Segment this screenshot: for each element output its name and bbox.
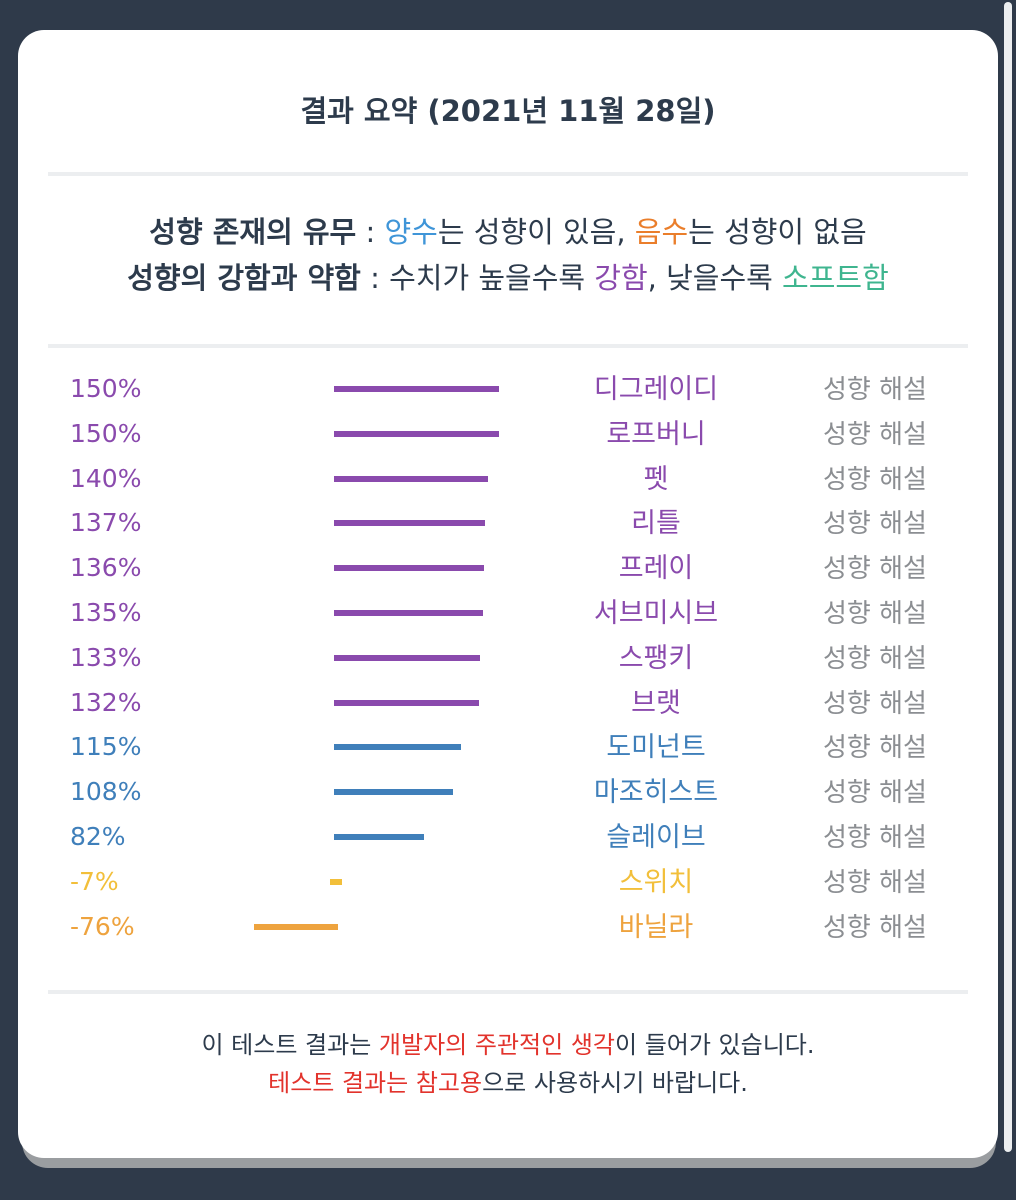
value-bar bbox=[334, 789, 453, 796]
percent-label: 132% bbox=[70, 687, 142, 717]
legend-existence: 성향 존재의 유무 : 양수는 성향이 있음, 음수는 성향이 없음 bbox=[18, 210, 998, 254]
trait-name: 프레이 bbox=[618, 553, 694, 585]
trait-explain-link[interactable]: 성향 해설 bbox=[823, 599, 927, 629]
result-row: 150% 디그레이디 성향 해설 bbox=[18, 372, 998, 412]
trait-explain-link[interactable]: 성향 해설 bbox=[823, 509, 927, 540]
trait-explain-link[interactable]: 성향 해설 bbox=[823, 643, 927, 674]
percent-label: 108% bbox=[70, 777, 142, 807]
trait-explain-link[interactable]: 성향 해설 bbox=[823, 554, 927, 585]
value-bar bbox=[334, 475, 488, 482]
result-row: 150% 로프버니 성향 해설 bbox=[18, 417, 998, 457]
value-bar bbox=[334, 430, 499, 437]
footer-highlight-b: 테스트 결과는 참고용 bbox=[268, 1069, 483, 1097]
trait-explain-link[interactable]: 성향 해설 bbox=[823, 823, 927, 853]
legend-strength-heading: 성향의 강함과 약함 bbox=[127, 261, 361, 295]
legend-separator: : bbox=[360, 261, 390, 295]
divider-bottom bbox=[48, 990, 968, 994]
percent-label: 136% bbox=[70, 553, 142, 583]
trait-name: 리틀 bbox=[631, 508, 681, 540]
percent-label: 115% bbox=[70, 732, 142, 762]
footer-text-b: 이 들어가 있습니다. bbox=[614, 1031, 815, 1059]
percent-label: 137% bbox=[70, 508, 142, 538]
percent-label: 135% bbox=[70, 598, 142, 627]
result-row: 135% 서브미시브 성향 해설 bbox=[18, 596, 998, 636]
trait-explain-link[interactable]: 성향 해설 bbox=[823, 375, 927, 405]
percent-label: 82% bbox=[70, 822, 126, 851]
footer-notice-line2: 테스트 결과는 참고용으로 사용하시기 바랍니다. bbox=[18, 1064, 998, 1102]
percent-label: 150% bbox=[70, 418, 142, 448]
legend-existence-heading: 성향 존재의 유무 bbox=[149, 215, 357, 249]
value-bar bbox=[334, 520, 485, 527]
page-title: 결과 요약 (2021년 11월 28일) bbox=[300, 94, 716, 128]
result-row: -76% 바닐라 성향 해설 bbox=[18, 910, 998, 950]
trait-name: 도미넌트 bbox=[606, 732, 706, 764]
legend-negative-word: 음수 bbox=[634, 215, 689, 249]
percent-label: 150% bbox=[70, 374, 142, 403]
percent-label: 140% bbox=[70, 463, 142, 493]
value-bar bbox=[334, 699, 480, 706]
trait-name: 로프버니 bbox=[606, 418, 706, 450]
value-bar bbox=[334, 565, 484, 572]
trait-name: 바닐라 bbox=[618, 911, 694, 943]
legend-positive-word: 양수 bbox=[384, 215, 438, 249]
legend-strong-word: 강함 bbox=[594, 261, 648, 295]
trait-explain-link[interactable]: 성향 해설 bbox=[823, 688, 927, 719]
footer-notice-line1: 이 테스트 결과는 개발자의 주관적인 생각이 들어가 있습니다. bbox=[18, 1026, 998, 1064]
result-row: 136% 프레이 성향 해설 bbox=[18, 551, 998, 591]
footer-text-a: 이 테스트 결과는 bbox=[201, 1031, 379, 1059]
scrollbar-thumb[interactable] bbox=[1004, 2, 1012, 1152]
value-bar bbox=[254, 923, 338, 930]
value-bar bbox=[334, 834, 425, 840]
percent-label: 133% bbox=[70, 642, 142, 672]
trait-explain-link[interactable]: 성향 해설 bbox=[823, 912, 927, 943]
trait-name: 펫 bbox=[643, 463, 669, 495]
trait-name: 스팽키 bbox=[618, 642, 694, 674]
value-bar bbox=[330, 878, 343, 885]
trait-name: 브랫 bbox=[631, 687, 681, 719]
result-row: 115% 도미넌트 성향 해설 bbox=[18, 730, 998, 770]
result-row: 108% 마조히스트 성향 해설 bbox=[18, 775, 998, 815]
trait-explain-link[interactable]: 성향 해설 bbox=[823, 733, 927, 764]
trait-explain-link[interactable]: 성향 해설 bbox=[823, 867, 927, 898]
legend-soft-word: 소프트함 bbox=[782, 261, 889, 295]
divider-middle bbox=[48, 344, 968, 348]
result-row: 82% 슬레이브 성향 해설 bbox=[18, 820, 998, 860]
legend-strength-text-b: , 낮을수록 bbox=[647, 261, 783, 295]
result-row: 132% 브랫 성향 해설 bbox=[18, 686, 998, 726]
percent-label: -76% bbox=[70, 911, 135, 941]
footer-highlight-a: 개발자의 주관적인 생각 bbox=[378, 1031, 615, 1059]
trait-name: 디그레이디 bbox=[593, 374, 719, 405]
value-bar bbox=[334, 744, 461, 751]
trait-explain-link[interactable]: 성향 해설 bbox=[823, 464, 927, 495]
percent-label: -7% bbox=[70, 866, 119, 896]
result-row: 140% 펫 성향 해설 bbox=[18, 462, 998, 502]
value-bar bbox=[334, 610, 483, 616]
trait-name: 서브미시브 bbox=[593, 598, 719, 629]
legend-positive-text: 는 성향이 있음, bbox=[437, 215, 635, 249]
result-row: -7% 스위치 성향 해설 bbox=[18, 865, 998, 905]
trait-explain-link[interactable]: 성향 해설 bbox=[823, 419, 927, 450]
result-card: 결과 요약 (2021년 11월 28일) 성향 존재의 유무 : 양수는 성향… bbox=[18, 30, 998, 1158]
legend-strength: 성향의 강함과 약함 : 수치가 높을수록 강함, 낮을수록 소프트함 bbox=[18, 256, 998, 300]
trait-explain-link[interactable]: 성향 해설 bbox=[823, 778, 927, 809]
value-bar bbox=[334, 654, 481, 661]
legend-negative-text: 는 성향이 없음 bbox=[688, 215, 867, 249]
result-row: 137% 리틀 성향 해설 bbox=[18, 506, 998, 546]
value-bar bbox=[334, 386, 499, 392]
footer-text-c: 으로 사용하시기 바랍니다. bbox=[482, 1069, 748, 1097]
trait-name: 슬레이브 bbox=[606, 822, 706, 853]
divider-top bbox=[48, 172, 968, 176]
legend-strength-text-a: 수치가 높을수록 bbox=[389, 261, 595, 295]
trait-name: 스위치 bbox=[618, 866, 694, 898]
legend-separator: : bbox=[356, 215, 385, 249]
result-row: 133% 스팽키 성향 해설 bbox=[18, 641, 998, 681]
trait-name: 마조히스트 bbox=[593, 777, 719, 809]
